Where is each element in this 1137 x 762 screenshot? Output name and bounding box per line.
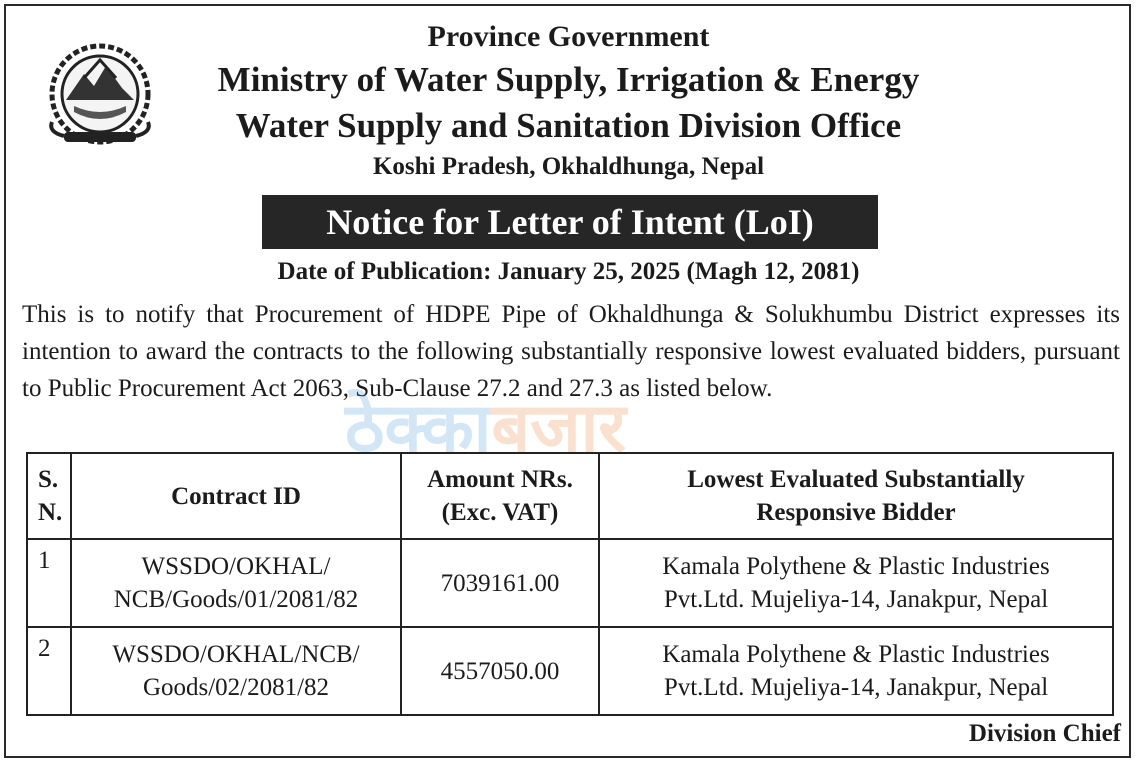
row-bidder: Kamala Polythene & Plastic Industries Pvt…	[598, 538, 1114, 628]
row-amount: 4557050.00	[400, 626, 600, 716]
contract-id-line1: WSSDO/OKHAL/	[141, 553, 331, 580]
nepal-government-emblem-icon	[49, 43, 151, 145]
table-row: 2 WSSDO/OKHAL/NCB/Goods/02/2081/82 45570…	[26, 626, 1114, 716]
office-heading: Water Supply and Sanitation Division Off…	[235, 106, 902, 145]
row-contract-id: WSSDO/OKHAL/NCB/Goods/01/2081/82	[70, 538, 402, 628]
header-sn: S. N.	[26, 452, 72, 540]
header-amount: Amount NRs. (Exc. VAT)	[400, 452, 600, 540]
header-bidder-line2: Responsive Bidder	[756, 499, 956, 526]
contract-id-line1: WSSDO/OKHAL/NCB/	[112, 641, 360, 668]
location-heading: Koshi Pradesh, Okhaldhunga, Nepal	[372, 153, 765, 180]
header-bidder-line1: Lowest Evaluated Substantially	[687, 466, 1025, 493]
header-sn-line1: S.	[38, 466, 59, 493]
contract-id-line2: NCB/Goods/01/2081/82	[113, 586, 359, 613]
header-amount-line1: Amount NRs.	[427, 466, 573, 493]
row-sn: 2	[26, 626, 72, 716]
signature-division-chief: Division Chief	[968, 720, 1121, 747]
notice-title: Notice for Letter of Intent (LoI)	[262, 195, 878, 249]
header-amount-line2: (Exc. VAT)	[441, 499, 559, 526]
contracts-table: S. N. Contract ID Amount NRs. (Exc. VAT) L…	[26, 452, 1114, 716]
notice-frame	[4, 4, 1131, 758]
row-bidder: Kamala Polythene & Plastic Industries Pvt…	[598, 626, 1114, 716]
row-sn: 1	[26, 538, 72, 628]
bidder-line2: Pvt.Ltd. Mujeliya-14, Janakpur, Nepal	[663, 674, 1049, 701]
bidder-line1: Kamala Polythene & Plastic Industries	[662, 553, 1050, 580]
bidder-line2: Pvt.Ltd. Mujeliya-14, Janakpur, Nepal	[663, 586, 1049, 613]
contract-id-line2: Goods/02/2081/82	[142, 674, 330, 701]
notice-body: This is to notify that Procurement of HD…	[22, 301, 1120, 402]
row-contract-id: WSSDO/OKHAL/NCB/Goods/02/2081/82	[70, 626, 402, 716]
bidder-line1: Kamala Polythene & Plastic Industries	[662, 641, 1050, 668]
header-contract-id: Contract ID	[70, 452, 402, 540]
table-header-row: S. N. Contract ID Amount NRs. (Exc. VAT) L…	[26, 452, 1114, 540]
row-amount: 7039161.00	[400, 538, 600, 628]
table-row: 1 WSSDO/OKHAL/NCB/Goods/01/2081/82 70391…	[26, 538, 1114, 628]
publication-date: Date of Publication: January 25, 2025 (M…	[277, 258, 860, 285]
province-government-heading: Province Government	[427, 20, 710, 53]
ministry-heading: Ministry of Water Supply, Irrigation & E…	[217, 60, 920, 99]
header-sn-line2: N.	[38, 499, 63, 526]
header-bidder: Lowest Evaluated Substantially Responsive…	[598, 452, 1114, 540]
